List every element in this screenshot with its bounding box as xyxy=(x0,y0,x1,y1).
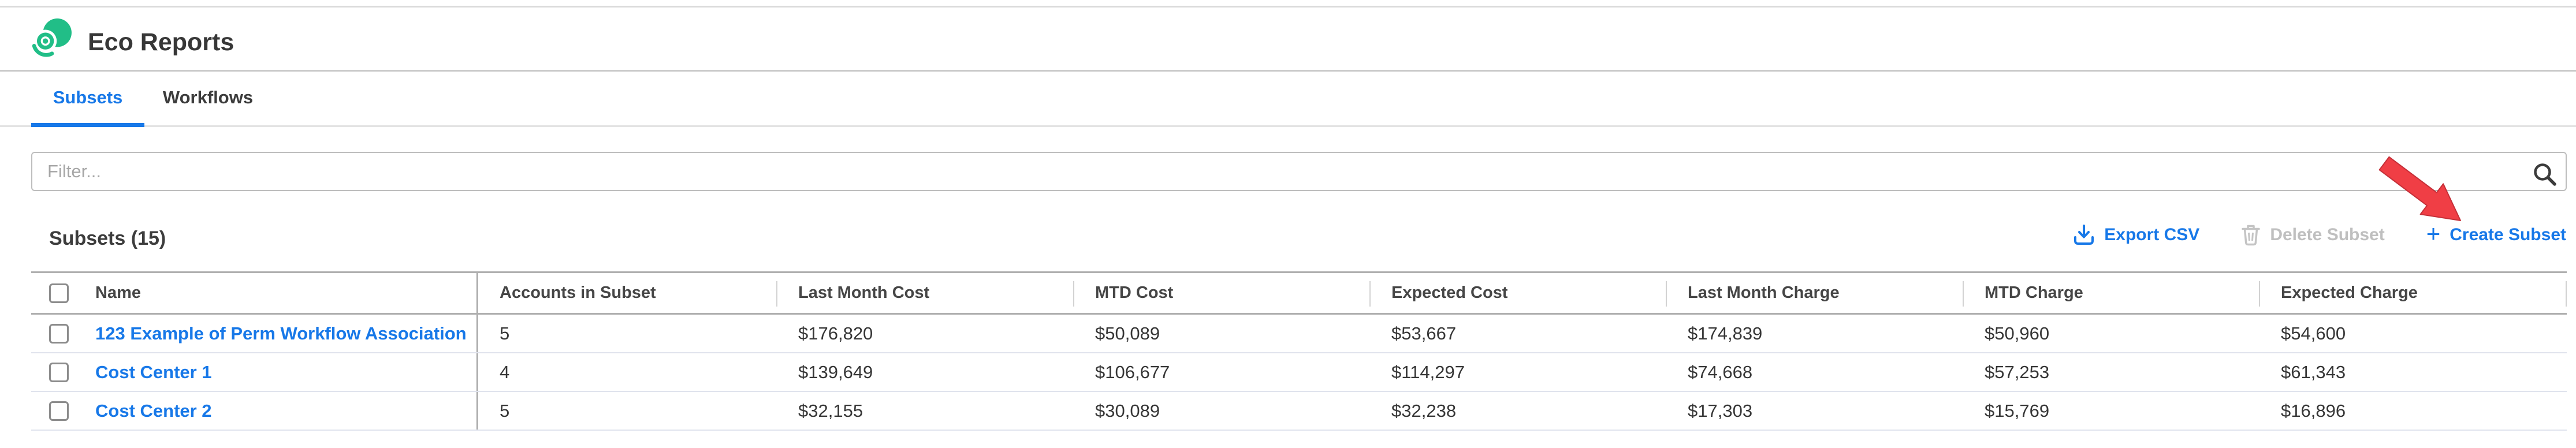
expected-charge-cell: $54,600 xyxy=(2281,323,2346,344)
accounts-cell: 5 xyxy=(500,400,510,421)
expected-cost-cell: $53,667 xyxy=(1391,323,1457,344)
table-header-row: Name Accounts in Subset Last Month Cost … xyxy=(31,271,2567,315)
header-name-label[interactable]: Name xyxy=(95,283,141,302)
table-row: Cost Center 1 4 $139,649 $106,677 $114,2… xyxy=(31,353,2567,392)
last-month-cost-cell: $32,155 xyxy=(798,400,863,421)
last-month-cost-cell: $176,820 xyxy=(798,323,873,344)
last-month-charge-cell: $174,839 xyxy=(1688,323,1763,344)
eco-logo-icon xyxy=(32,18,72,57)
header-mtd-cost[interactable]: MTD Cost xyxy=(1073,273,1369,313)
subset-name-link[interactable]: 123 Example of Perm Workflow Association xyxy=(95,323,467,344)
mtd-charge-cell: $15,769 xyxy=(1985,400,2050,421)
search-icon[interactable] xyxy=(2532,162,2559,188)
select-all-checkbox[interactable] xyxy=(49,283,69,303)
row-name-cell: Cost Center 1 xyxy=(31,353,478,391)
expected-charge-cell: $61,343 xyxy=(2281,361,2346,382)
accounts-cell: 5 xyxy=(500,323,510,344)
subset-name-link[interactable]: Cost Center 2 xyxy=(95,400,212,421)
create-subset-button[interactable]: + Create Subset xyxy=(2426,220,2566,247)
last-month-charge-cell: $17,303 xyxy=(1688,400,1753,421)
export-csv-label: Export CSV xyxy=(2104,225,2200,244)
trash-icon xyxy=(2242,225,2261,246)
row-checkbox[interactable] xyxy=(49,362,69,382)
mtd-cost-cell: $106,677 xyxy=(1095,361,1170,382)
toolbar-actions: Export CSV Delete Subset + Create Subset xyxy=(2073,220,2566,247)
last-month-charge-cell: $74,668 xyxy=(1688,361,1753,382)
header-expected-charge[interactable]: Expected Charge xyxy=(2259,273,2567,313)
filter-input[interactable] xyxy=(31,152,2567,191)
subsets-count-heading: Subsets (15) xyxy=(49,227,166,249)
expected-cost-cell: $114,297 xyxy=(1391,361,1465,382)
plus-icon: + xyxy=(2426,220,2441,247)
active-tab-indicator xyxy=(31,123,144,127)
tab-workflows-label: Workflows xyxy=(162,87,254,107)
header-last-month-cost[interactable]: Last Month Cost xyxy=(776,273,1073,313)
table-row: Cost Center 2 5 $32,155 $30,089 $32,238 … xyxy=(31,392,2567,431)
row-name-cell: 123 Example of Perm Workflow Association xyxy=(31,315,478,352)
tab-workflows[interactable]: Workflows xyxy=(144,72,271,123)
header-expected-cost[interactable]: Expected Cost xyxy=(1369,273,1666,313)
subset-name-link[interactable]: Cost Center 1 xyxy=(95,361,212,382)
mtd-cost-cell: $50,089 xyxy=(1095,323,1160,344)
accounts-cell: 4 xyxy=(500,361,510,382)
row-name-cell: Cost Center 2 xyxy=(31,392,478,430)
create-subset-label: Create Subset xyxy=(2450,225,2566,244)
tab-subsets-label: Subsets xyxy=(53,87,123,107)
subsets-table: Name Accounts in Subset Last Month Cost … xyxy=(31,271,2567,431)
delete-subset-button[interactable]: Delete Subset xyxy=(2241,224,2385,246)
download-icon xyxy=(2074,225,2094,245)
header-divider xyxy=(0,70,2576,72)
tab-subsets[interactable]: Subsets xyxy=(31,72,144,123)
delete-subset-label: Delete Subset xyxy=(2270,225,2385,244)
header-last-month-charge[interactable]: Last Month Charge xyxy=(1666,273,1963,313)
row-checkbox[interactable] xyxy=(49,401,69,421)
mtd-cost-cell: $30,089 xyxy=(1095,400,1160,421)
header-accounts-in-subset[interactable]: Accounts in Subset xyxy=(500,283,656,302)
expected-cost-cell: $32,238 xyxy=(1391,400,1457,421)
table-row: 123 Example of Perm Workflow Association… xyxy=(31,315,2567,353)
top-divider xyxy=(0,6,2576,8)
export-csv-button[interactable]: Export CSV xyxy=(2073,224,2199,246)
page-title: Eco Reports xyxy=(88,28,234,56)
header-mtd-charge[interactable]: MTD Charge xyxy=(1963,273,2259,313)
row-checkbox[interactable] xyxy=(49,323,69,344)
expected-charge-cell: $16,896 xyxy=(2281,400,2346,421)
tabs-divider xyxy=(0,125,2576,127)
mtd-charge-cell: $50,960 xyxy=(1985,323,2050,344)
mtd-charge-cell: $57,253 xyxy=(1985,361,2050,382)
header-name: Name xyxy=(31,273,478,313)
last-month-cost-cell: $139,649 xyxy=(798,361,873,382)
